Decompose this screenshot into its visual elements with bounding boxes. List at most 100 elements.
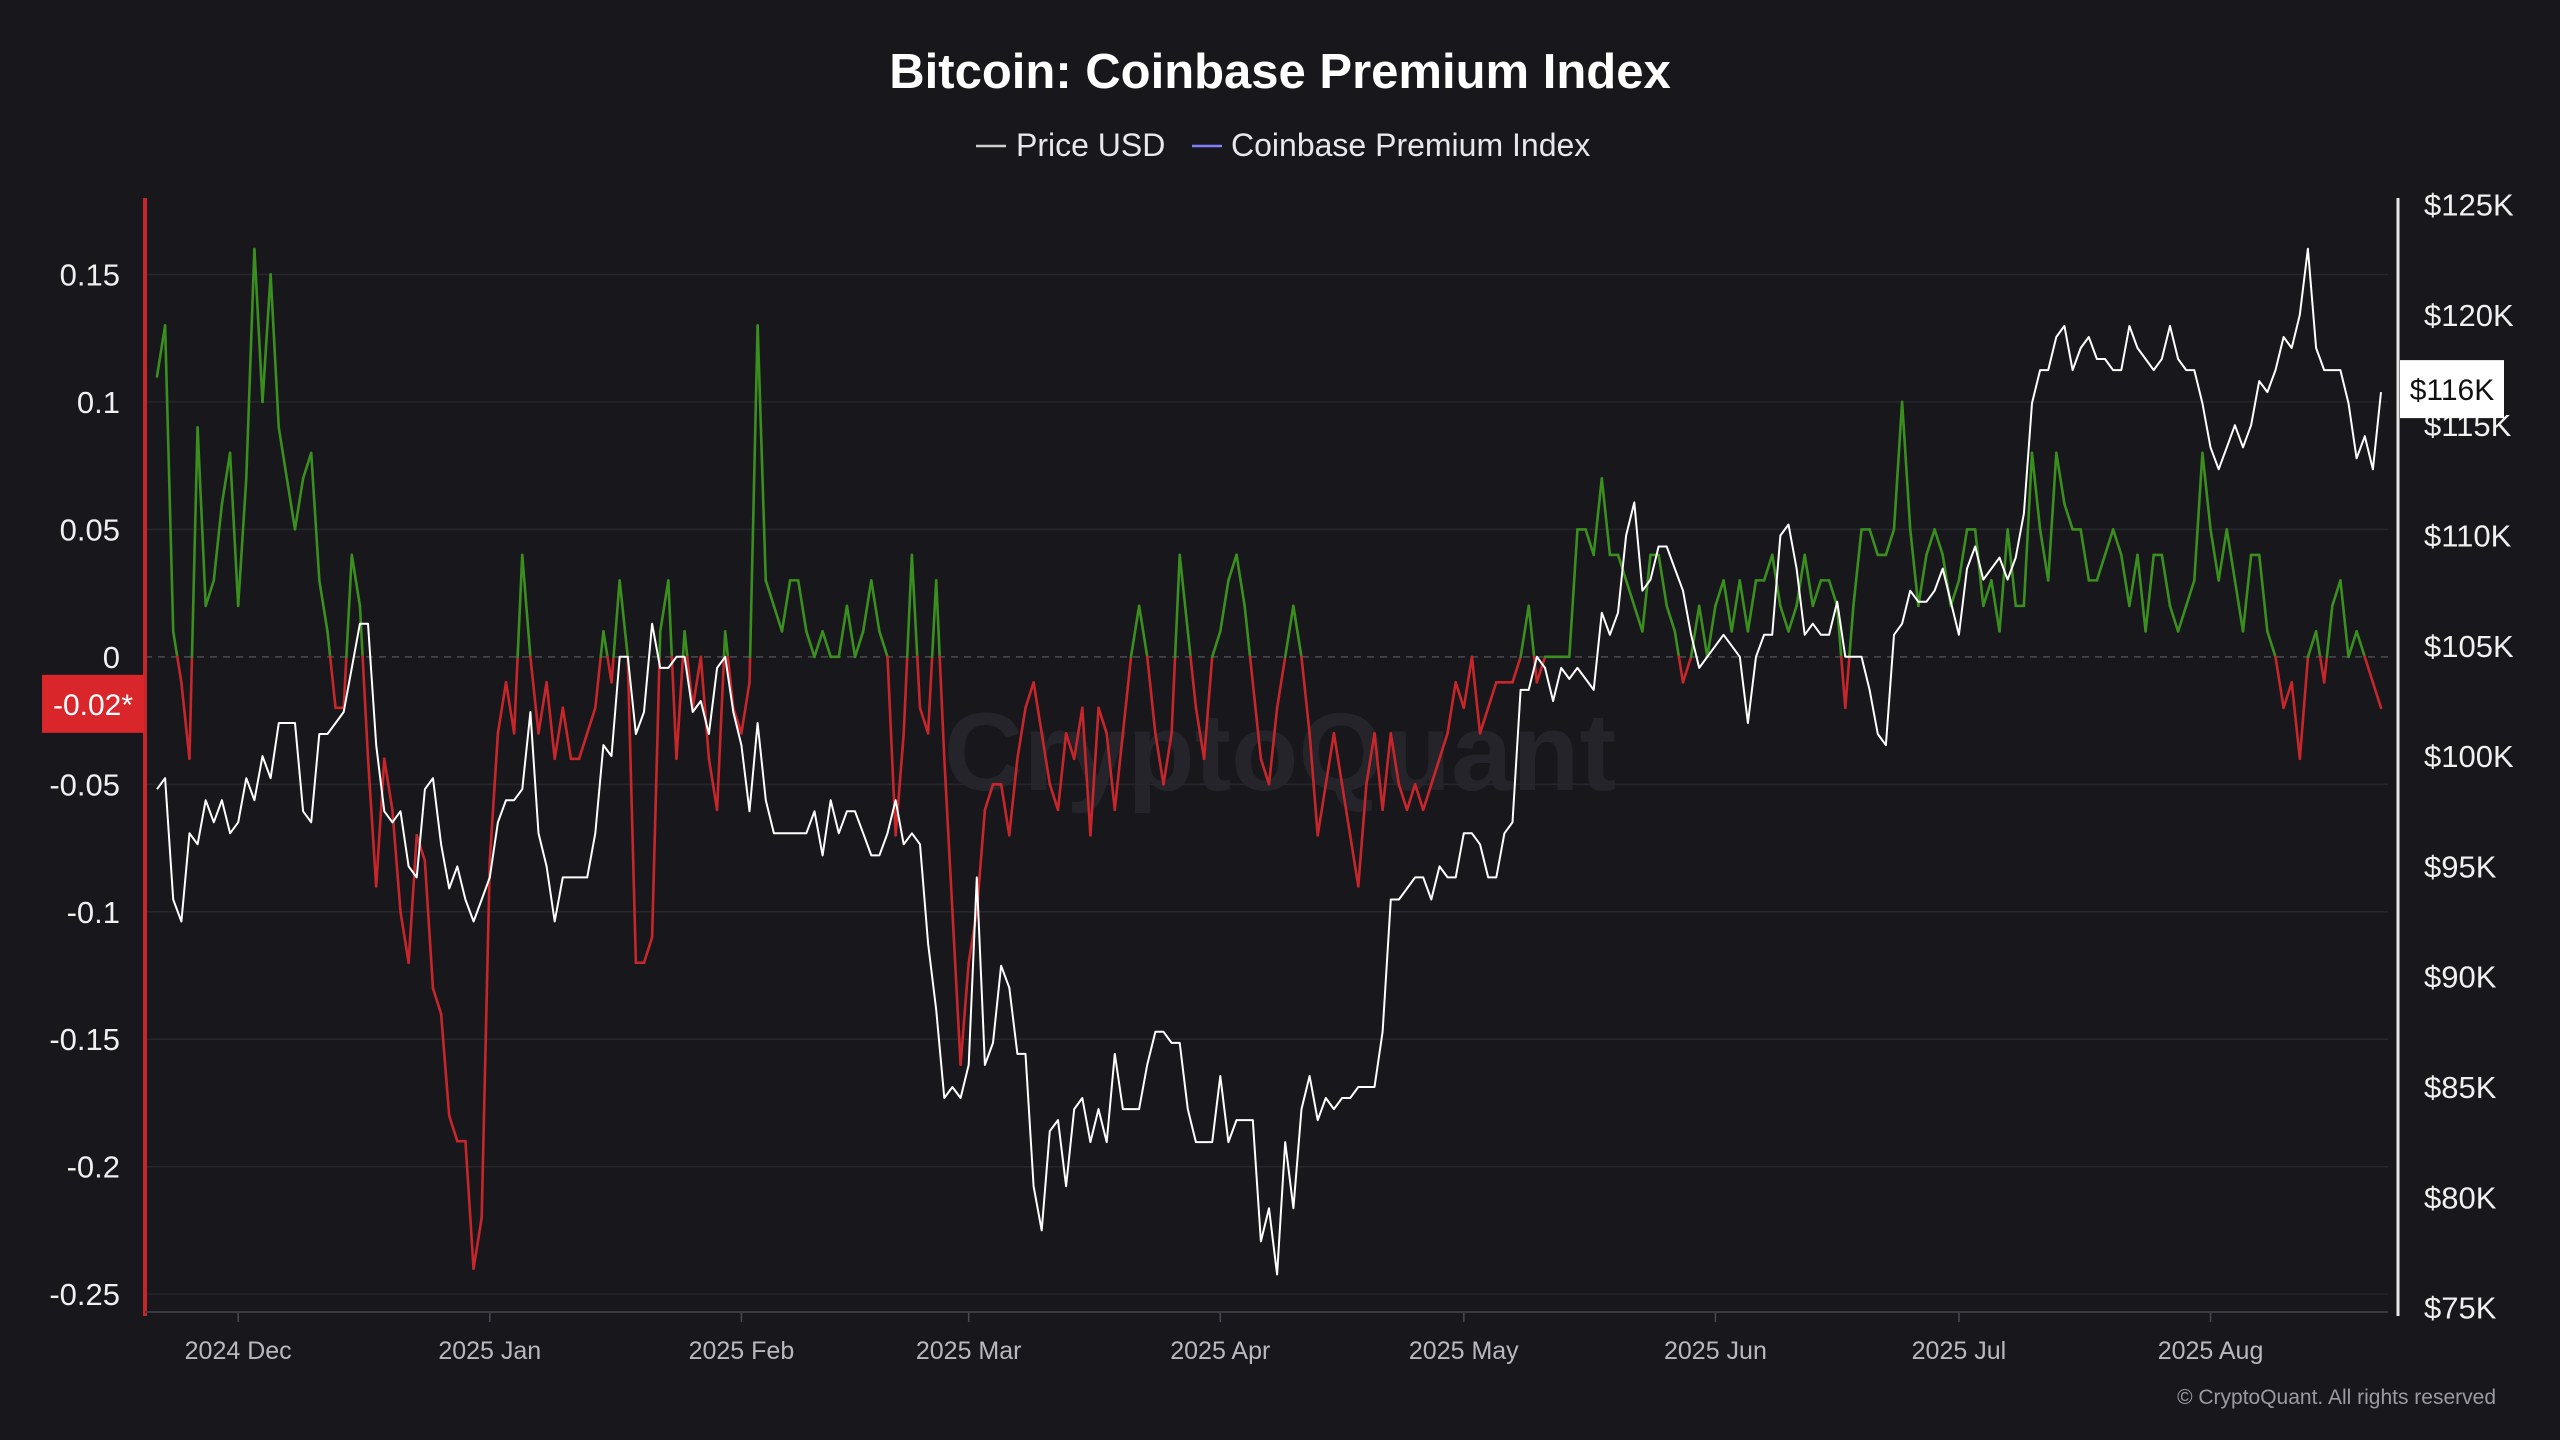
premium-segment [675, 655, 685, 761]
premium-segment [951, 910, 962, 1067]
premium-segment [1381, 732, 1393, 812]
premium-segment [943, 757, 954, 914]
premium-segment [480, 859, 492, 1219]
left-tick-label: 0.15 [60, 257, 120, 292]
premium-segment [2314, 630, 2322, 659]
premium-segment [1340, 783, 1352, 837]
premium-segment [2168, 604, 2180, 633]
premium-segment [1478, 706, 1490, 735]
premium-segment [188, 655, 194, 761]
premium-segment [837, 604, 849, 659]
premium-segment [2055, 451, 2066, 506]
premium-segment [602, 630, 609, 659]
premium-segment [2038, 528, 2050, 582]
premium-segment [1568, 528, 1579, 659]
premium-segment [1677, 655, 1685, 684]
premium-segment [1697, 604, 1709, 659]
right-tick-label: $120K [2424, 298, 2514, 333]
premium-segment [723, 630, 730, 659]
premium-segment [1316, 783, 1328, 837]
premium-segment [983, 783, 995, 812]
premium-segment [999, 783, 1011, 837]
premium-segment [1430, 757, 1441, 786]
premium-segment [1532, 655, 1539, 684]
premium-segment [2363, 655, 2375, 684]
premium-segment [2103, 528, 2115, 557]
premium-segment [642, 935, 654, 965]
premium-segment [2233, 579, 2245, 633]
legend[interactable]: Price USD Coinbase Premium Index [976, 127, 1590, 163]
premium-segment [1373, 732, 1384, 812]
premium-segment [1210, 630, 1222, 659]
premium-segment [1486, 681, 1498, 710]
watermark: CryptoQuant [944, 691, 1616, 814]
premium-segment [2095, 553, 2107, 582]
premium-segment [374, 757, 386, 888]
premium-segment [1405, 783, 1417, 812]
left-axis-ticks: 0.15 0.1 0.05 0 -0.05 -0.1 -0.15 -0.2 -0.25 [49, 257, 120, 1312]
premium-segment [1706, 604, 1717, 659]
premium-segment [520, 553, 532, 659]
premium-segment [1438, 732, 1449, 761]
premium-segment [1064, 732, 1076, 761]
left-tick-label: 0.05 [60, 512, 120, 547]
premium-segment [1762, 553, 1774, 582]
premium-segment [2266, 630, 2277, 659]
premium-segment [488, 732, 500, 863]
premium-segment [1081, 706, 1092, 837]
premium-segment [938, 655, 946, 761]
premium-segment [748, 324, 759, 659]
premium-segment [309, 451, 321, 582]
legend-item-premium[interactable]: Coinbase Premium Index [1192, 127, 1590, 163]
x-tick-label: 2025 May [1409, 1337, 1519, 1365]
premium-segment [845, 604, 857, 659]
premium-segment [2184, 579, 2196, 608]
premium-segment [269, 273, 281, 429]
premium-segment [190, 426, 199, 659]
premium-segment [1681, 655, 1693, 684]
price-badge-label: $116K [2410, 374, 2495, 407]
chart-title: Bitcoin: Coinbase Premium Index [889, 45, 1670, 99]
premium-segment [1908, 528, 1920, 608]
premium-segment [204, 579, 216, 608]
x-tick-label: 2025 Aug [2158, 1337, 2264, 1365]
premium-segment [1839, 655, 1847, 710]
premium-segment [1421, 783, 1433, 812]
series-coinbase-premium-index [155, 247, 2383, 1270]
premium-segment [926, 655, 934, 735]
premium-segment [1413, 783, 1425, 812]
premium-segment [1949, 579, 1961, 608]
x-tick-label: 2025 Feb [689, 1337, 795, 1365]
premium-segment [1089, 706, 1100, 837]
premium-segment [1835, 604, 1843, 659]
x-tick-label: 2025 Jun [1664, 1337, 1767, 1365]
premium-segment [399, 910, 410, 965]
premium-segment [382, 757, 394, 812]
left-tick-label: -0.1 [67, 895, 120, 930]
premium-current-badge: -0.02* [42, 674, 144, 733]
premium-segment [350, 553, 362, 608]
premium-segment [431, 986, 443, 1016]
right-tick-label: $90K [2424, 960, 2497, 995]
premium-segment [821, 630, 832, 659]
premium-segment [650, 655, 661, 939]
premium-segment [915, 655, 922, 710]
x-tick-label: 2025 Apr [1170, 1337, 1270, 1365]
premium-segment [261, 273, 272, 404]
premium-segment [1024, 681, 1035, 710]
premium-segment [1324, 732, 1336, 786]
x-tick-label: 2025 Jul [1912, 1337, 2007, 1365]
premium-segment [1973, 528, 1985, 608]
premium-segment [2046, 451, 2058, 582]
premium-segment [2119, 553, 2131, 608]
premium-segment [905, 553, 914, 659]
premium-segment [1779, 604, 1790, 633]
right-tick-label: $95K [2424, 849, 2497, 884]
premium-segment [220, 451, 232, 506]
premium-segment [910, 553, 919, 659]
legend-item-price[interactable]: Price USD [976, 127, 1165, 163]
premium-segment [2325, 604, 2334, 659]
premium-segment [1584, 528, 1595, 557]
premium-segment [1356, 783, 1368, 888]
left-tick-label: -0.15 [49, 1022, 120, 1057]
